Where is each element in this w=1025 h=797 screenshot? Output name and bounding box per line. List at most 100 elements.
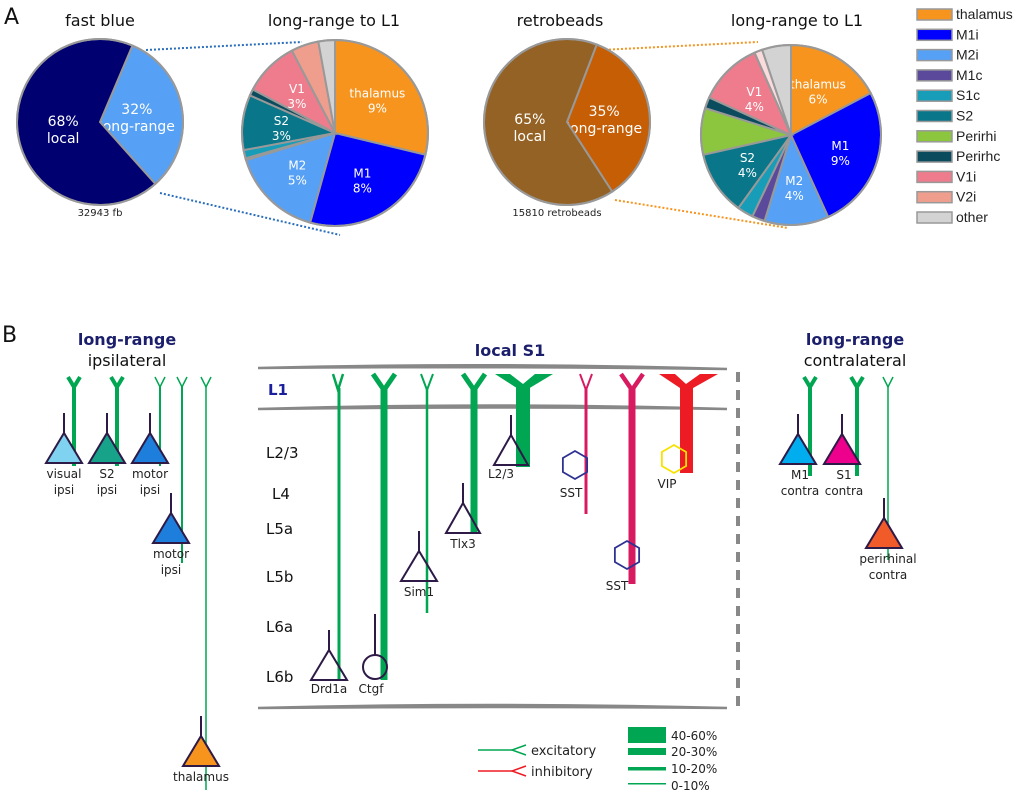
retrobeads-detail-title: long-range to L1 xyxy=(731,11,863,30)
legend-swatch-m2i xyxy=(916,48,953,62)
cell-label: visual xyxy=(47,467,82,481)
retrobeads-overview-pie: 35%long-range 65%local xyxy=(483,38,651,206)
legend-swatch-other xyxy=(916,211,953,224)
cell-label: SST xyxy=(606,579,629,593)
pyramidal-cell-icon xyxy=(181,734,221,767)
pyramidal-cell-icon xyxy=(778,432,818,465)
connector-line-bottom xyxy=(614,199,789,229)
axon-terminal-icon xyxy=(200,376,212,389)
slice-label: V1 xyxy=(289,82,305,96)
retrobeads-count: 15810 retrobeads xyxy=(512,208,601,219)
legend-swatch-m1c xyxy=(916,69,953,82)
cell-label: Ctgf xyxy=(359,682,385,696)
slice-pct-label: 4% xyxy=(785,189,804,203)
legend-label: S1c xyxy=(956,87,980,103)
strength-swatch-0-10 xyxy=(628,783,666,785)
circle-cell-icon xyxy=(362,654,388,680)
ipsi-title: long-range xyxy=(78,330,176,349)
cell-sublabel: contra xyxy=(781,484,820,498)
slice-label: M1 xyxy=(831,139,849,153)
cell-label: SST xyxy=(560,486,583,500)
legend-label: other xyxy=(956,209,988,225)
fast-blue-title: fast blue xyxy=(65,11,135,30)
axon-terminal-icon xyxy=(420,373,434,393)
pyramidal-cell-icon xyxy=(444,500,482,534)
cell-sublabel: contra xyxy=(825,484,864,498)
local-s1-title: local S1 xyxy=(475,341,545,360)
pyramidal-cell-icon xyxy=(130,431,170,464)
strength-label: 40-60% xyxy=(671,729,717,743)
excitatory-terminal-icon xyxy=(509,744,527,756)
axon-terminal-icon xyxy=(579,373,593,393)
ipsi-subtitle: ipsilateral xyxy=(88,351,167,370)
connector-line-bottom xyxy=(159,192,341,236)
slice-pct-label: 9% xyxy=(831,154,850,168)
legend-swatch-thalamus xyxy=(916,8,953,21)
fast-blue-count: 32943 fb xyxy=(78,208,123,219)
pyramidal-cell-icon xyxy=(492,432,530,466)
retrobeads-title: retrobeads xyxy=(517,11,604,30)
pyramidal-cell-icon xyxy=(864,516,904,549)
hexagon-cell-icon xyxy=(660,443,688,475)
cell-label: perirhinal xyxy=(859,552,916,566)
projection-strength-legend: 40-60% 20-30% 10-20% 0-10% xyxy=(628,727,717,793)
cell-sublabel: ipsi xyxy=(161,563,182,577)
strength-label: 0-10% xyxy=(671,779,710,793)
slice-pct-label: 5% xyxy=(288,174,307,188)
axon-line xyxy=(516,384,530,467)
local-cells: Drd1a Ctgf Sim1 Tlx3 L2/3 SST SST VIP xyxy=(309,415,688,696)
l1-boundary-line xyxy=(257,404,728,411)
axon-terminal-icon xyxy=(802,375,818,391)
panel-a-label: A xyxy=(4,5,19,30)
fast-blue-detail-title: long-range to L1 xyxy=(268,11,400,30)
slice-label: M1 xyxy=(353,166,371,180)
slice-pct-label: 8% xyxy=(353,181,372,195)
axon-terminal-icon xyxy=(66,375,82,391)
axon-terminal-icon xyxy=(370,372,398,395)
cell-label: S2 xyxy=(99,467,114,481)
pyramidal-cell-icon xyxy=(151,511,191,544)
white-matter-boundary-line xyxy=(257,703,728,710)
inhibitory-terminal-icon xyxy=(509,765,527,777)
pyramidal-cell-icon xyxy=(44,431,84,464)
layer-label-l5a: L5a xyxy=(266,520,293,538)
legend-swatch-v1i xyxy=(916,170,953,184)
slice-pct-label: 4% xyxy=(738,166,757,180)
axon-terminal-icon xyxy=(619,372,645,394)
hexagon-cell-icon xyxy=(561,449,589,481)
excitatory-label: excitatory xyxy=(531,744,596,759)
cell-sublabel: ipsi xyxy=(140,483,161,497)
cell-label: S1 xyxy=(836,468,851,482)
slice-pct-label: long-range xyxy=(566,121,642,137)
cell-sublabel: contra xyxy=(869,568,908,582)
cell-label: VIP xyxy=(658,477,677,491)
axon-terminal-icon xyxy=(882,376,894,389)
slice-pct-label: long-range xyxy=(99,119,175,135)
cell-sublabel: ipsi xyxy=(54,483,75,497)
cell-label: M1 xyxy=(791,468,809,482)
hexagon-cell-icon xyxy=(613,539,641,571)
legend-swatch-perirhi xyxy=(916,130,953,143)
legend-label: thalamus xyxy=(956,6,1013,22)
slice-label: S2 xyxy=(740,151,755,165)
local-projections xyxy=(331,372,718,680)
layer-label-l5b: L5b xyxy=(266,568,293,586)
legend-label: Perirhi xyxy=(956,128,996,144)
cell-label: Tlx3 xyxy=(449,537,475,551)
cell-label: motor xyxy=(153,547,189,561)
axon-terminal-icon xyxy=(331,373,345,395)
axon-terminal-icon xyxy=(176,376,188,389)
pyramidal-cell-icon xyxy=(822,432,862,465)
connector-line-top xyxy=(145,41,303,51)
slice-pct-label: 3% xyxy=(272,129,291,143)
slice-label: M2 xyxy=(785,174,803,188)
cell-label: Drd1a xyxy=(311,682,348,696)
slice-pct-label: 4% xyxy=(745,100,764,114)
legend-label: V1i xyxy=(956,168,976,184)
legend-label: S2 xyxy=(956,108,973,124)
contra-cells: M1 contra S1 contra perirhinal contra xyxy=(778,414,917,582)
slice-label: 65% xyxy=(514,112,545,128)
layer-label-l4: L4 xyxy=(272,485,290,503)
pyramidal-cell-icon xyxy=(399,549,439,582)
